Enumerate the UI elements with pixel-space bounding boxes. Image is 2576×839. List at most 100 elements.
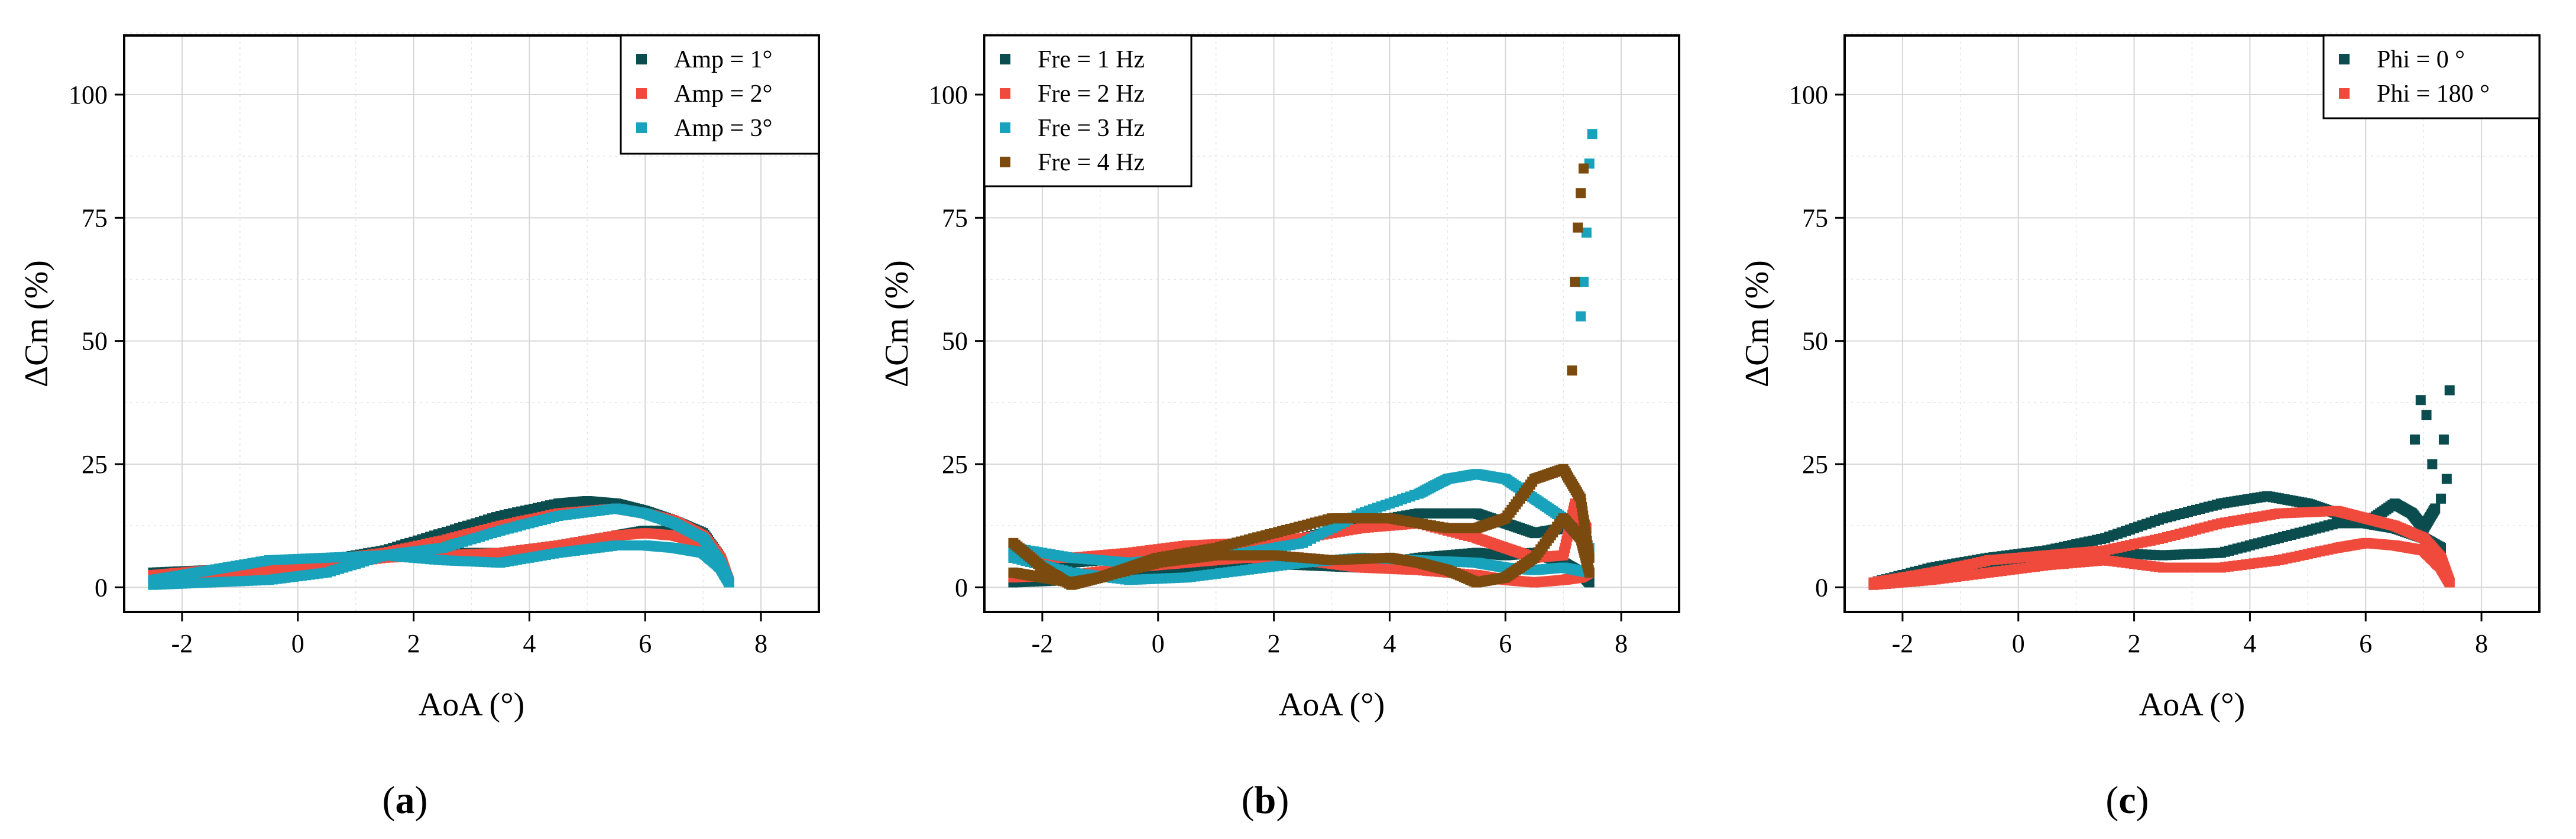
y-tick-label: 100: [929, 80, 968, 109]
legend-item: Fre = 2 Hz: [1000, 80, 1145, 108]
panel-label: (c): [2105, 779, 2149, 822]
y-tick-label: 50: [942, 327, 968, 356]
data-point: [2441, 474, 2452, 484]
legend-marker: [2339, 54, 2350, 64]
x-tick-label: 8: [1615, 629, 1628, 658]
y-tick-label: 75: [82, 203, 108, 232]
y-tick-label: 25: [1802, 450, 1828, 479]
panel-letter: b: [1255, 779, 1276, 822]
series-3: [1008, 163, 1595, 590]
x-tick-label: 6: [2359, 629, 2372, 658]
legend-box: [2322, 34, 2541, 119]
data-point: [2438, 434, 2449, 445]
legend-item: Amp = 1°: [636, 46, 772, 73]
panel-label: (b): [1242, 779, 1289, 822]
y-axis-title: ΔCm (%): [879, 260, 915, 387]
axes-frame: [1843, 34, 2541, 613]
x-tick-label: 6: [1499, 629, 1512, 658]
legend: Amp = 1° Amp = 2° Amp = 3°: [620, 34, 820, 155]
y-tick-label: 25: [82, 450, 108, 479]
data-point: [2436, 493, 2447, 504]
y-tick-label: 50: [1802, 327, 1828, 356]
x-tick-label: 4: [1383, 629, 1396, 658]
data-point: [2415, 395, 2426, 406]
chart-panel-b: -2 0 2 4 6 8 0 25 50 75 100 AoA (°) ΔCm (%) Fre = 1 H…: [879, 33, 1680, 822]
legend-marker: [1000, 122, 1010, 133]
data-point: [1570, 277, 1580, 287]
y-axis-title: ΔCm (%): [1739, 260, 1775, 387]
y-tick-label: 50: [82, 327, 108, 356]
y-tick-label: 25: [942, 450, 968, 479]
legend-marker: [2339, 88, 2350, 99]
legend-label: Fre = 1 Hz: [1038, 46, 1145, 73]
chart-panel-c: -2 0 2 4 6 8 0 25 50 75 100 AoA (°) ΔCm (%) Phi = 0 °…: [1739, 33, 2541, 822]
legend-box: [620, 34, 820, 155]
axes-frame: [123, 34, 820, 613]
x-axis-title: AoA (°): [2139, 686, 2245, 723]
data-point: [724, 577, 734, 588]
x-tick-label: 8: [2475, 629, 2488, 658]
legend-box: [983, 34, 1193, 187]
legend-marker: [636, 88, 647, 99]
data-point: [1584, 567, 1595, 578]
series-1: [1868, 506, 2455, 590]
y-tick-label: 100: [69, 80, 108, 109]
data-point: [2430, 503, 2441, 514]
series-2: [148, 503, 734, 590]
legend-item: Fre = 1 Hz: [1000, 46, 1145, 73]
x-axis-title: AoA (°): [1279, 686, 1385, 723]
y-tick-label: 0: [955, 573, 968, 602]
legend-marker: [636, 122, 647, 133]
x-tick-label: -2: [1032, 629, 1054, 658]
data-point: [2427, 459, 2438, 469]
data-point: [1576, 311, 1586, 322]
legend-label: Fre = 4 Hz: [1038, 149, 1145, 176]
data-point: [1587, 129, 1598, 140]
x-tick-label: 4: [523, 629, 536, 658]
x-tick-label: 6: [639, 629, 652, 658]
x-tick-label: 0: [291, 629, 304, 658]
panel-letter: c: [2118, 779, 2136, 822]
panel-letter: a: [396, 779, 415, 822]
legend-label: Amp = 3°: [674, 115, 772, 142]
y-tick-label: 0: [1815, 573, 1828, 602]
legend-item: Phi = 180 °: [2339, 80, 2490, 108]
legend-item: Fre = 4 Hz: [1000, 149, 1145, 176]
y-tick-label: 0: [95, 573, 108, 602]
legend-label: Fre = 3 Hz: [1038, 115, 1145, 142]
legend-marker: [1000, 157, 1010, 167]
x-tick-label: 4: [2243, 629, 2256, 658]
axes-frame: [983, 34, 1680, 613]
x-tick-label: 2: [2128, 629, 2141, 658]
x-tick-label: -2: [171, 629, 193, 658]
x-tick-label: 0: [1152, 629, 1165, 658]
y-tick-label: 75: [1802, 203, 1828, 232]
panel-label: (a): [383, 779, 428, 822]
data-point: [1581, 227, 1592, 238]
data-point: [2444, 577, 2455, 588]
legend-marker: [1000, 88, 1010, 99]
y-axis-title: ΔCm (%): [18, 260, 55, 387]
x-tick-label: 2: [1268, 629, 1281, 658]
x-tick-label: 8: [754, 629, 767, 658]
legend-label: Amp = 2°: [674, 80, 772, 108]
legend-label: Amp = 1°: [674, 46, 772, 73]
data-point: [1573, 222, 1583, 233]
data-point: [2444, 385, 2455, 396]
data-point: [1567, 365, 1577, 376]
legend-item: Phi = 0 °: [2339, 46, 2465, 73]
legend-label: Phi = 180 °: [2377, 80, 2490, 108]
legend-item: Amp = 3°: [636, 115, 772, 142]
x-axis-title: AoA (°): [419, 686, 524, 723]
legend: Phi = 0 ° Phi = 180 °: [2322, 34, 2541, 119]
legend-label: Fre = 2 Hz: [1038, 80, 1145, 108]
data-point: [1576, 188, 1586, 199]
y-tick-label: 100: [1789, 80, 1828, 109]
legend-marker: [636, 54, 647, 64]
data-point: [1578, 277, 1589, 287]
legend-marker: [1000, 54, 1010, 64]
y-tick-label: 75: [942, 203, 968, 232]
x-tick-label: 0: [2012, 629, 2025, 658]
